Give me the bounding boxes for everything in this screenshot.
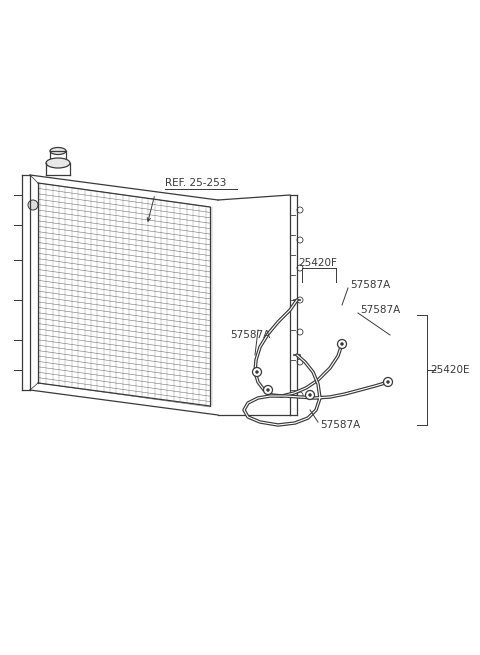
Text: REF. 25-253: REF. 25-253 [165,178,227,188]
Circle shape [309,394,312,396]
Circle shape [384,377,393,386]
Ellipse shape [46,158,70,168]
Circle shape [252,367,262,377]
Circle shape [297,329,303,335]
Text: 57587A: 57587A [320,420,360,430]
Text: 57587A: 57587A [360,305,400,315]
Circle shape [340,343,344,345]
Circle shape [266,388,269,392]
Circle shape [297,297,303,303]
Circle shape [28,200,38,210]
Circle shape [386,381,389,383]
Text: 25420E: 25420E [430,365,469,375]
Circle shape [297,265,303,271]
Circle shape [337,339,347,348]
Text: 57587A: 57587A [230,330,270,340]
Text: 25420F: 25420F [299,258,337,268]
Circle shape [255,371,259,373]
Circle shape [297,392,303,398]
Text: 57587A: 57587A [350,280,390,290]
Circle shape [305,390,314,400]
Circle shape [264,386,273,394]
Circle shape [297,237,303,243]
Circle shape [297,207,303,213]
Circle shape [297,359,303,365]
Ellipse shape [50,147,66,155]
